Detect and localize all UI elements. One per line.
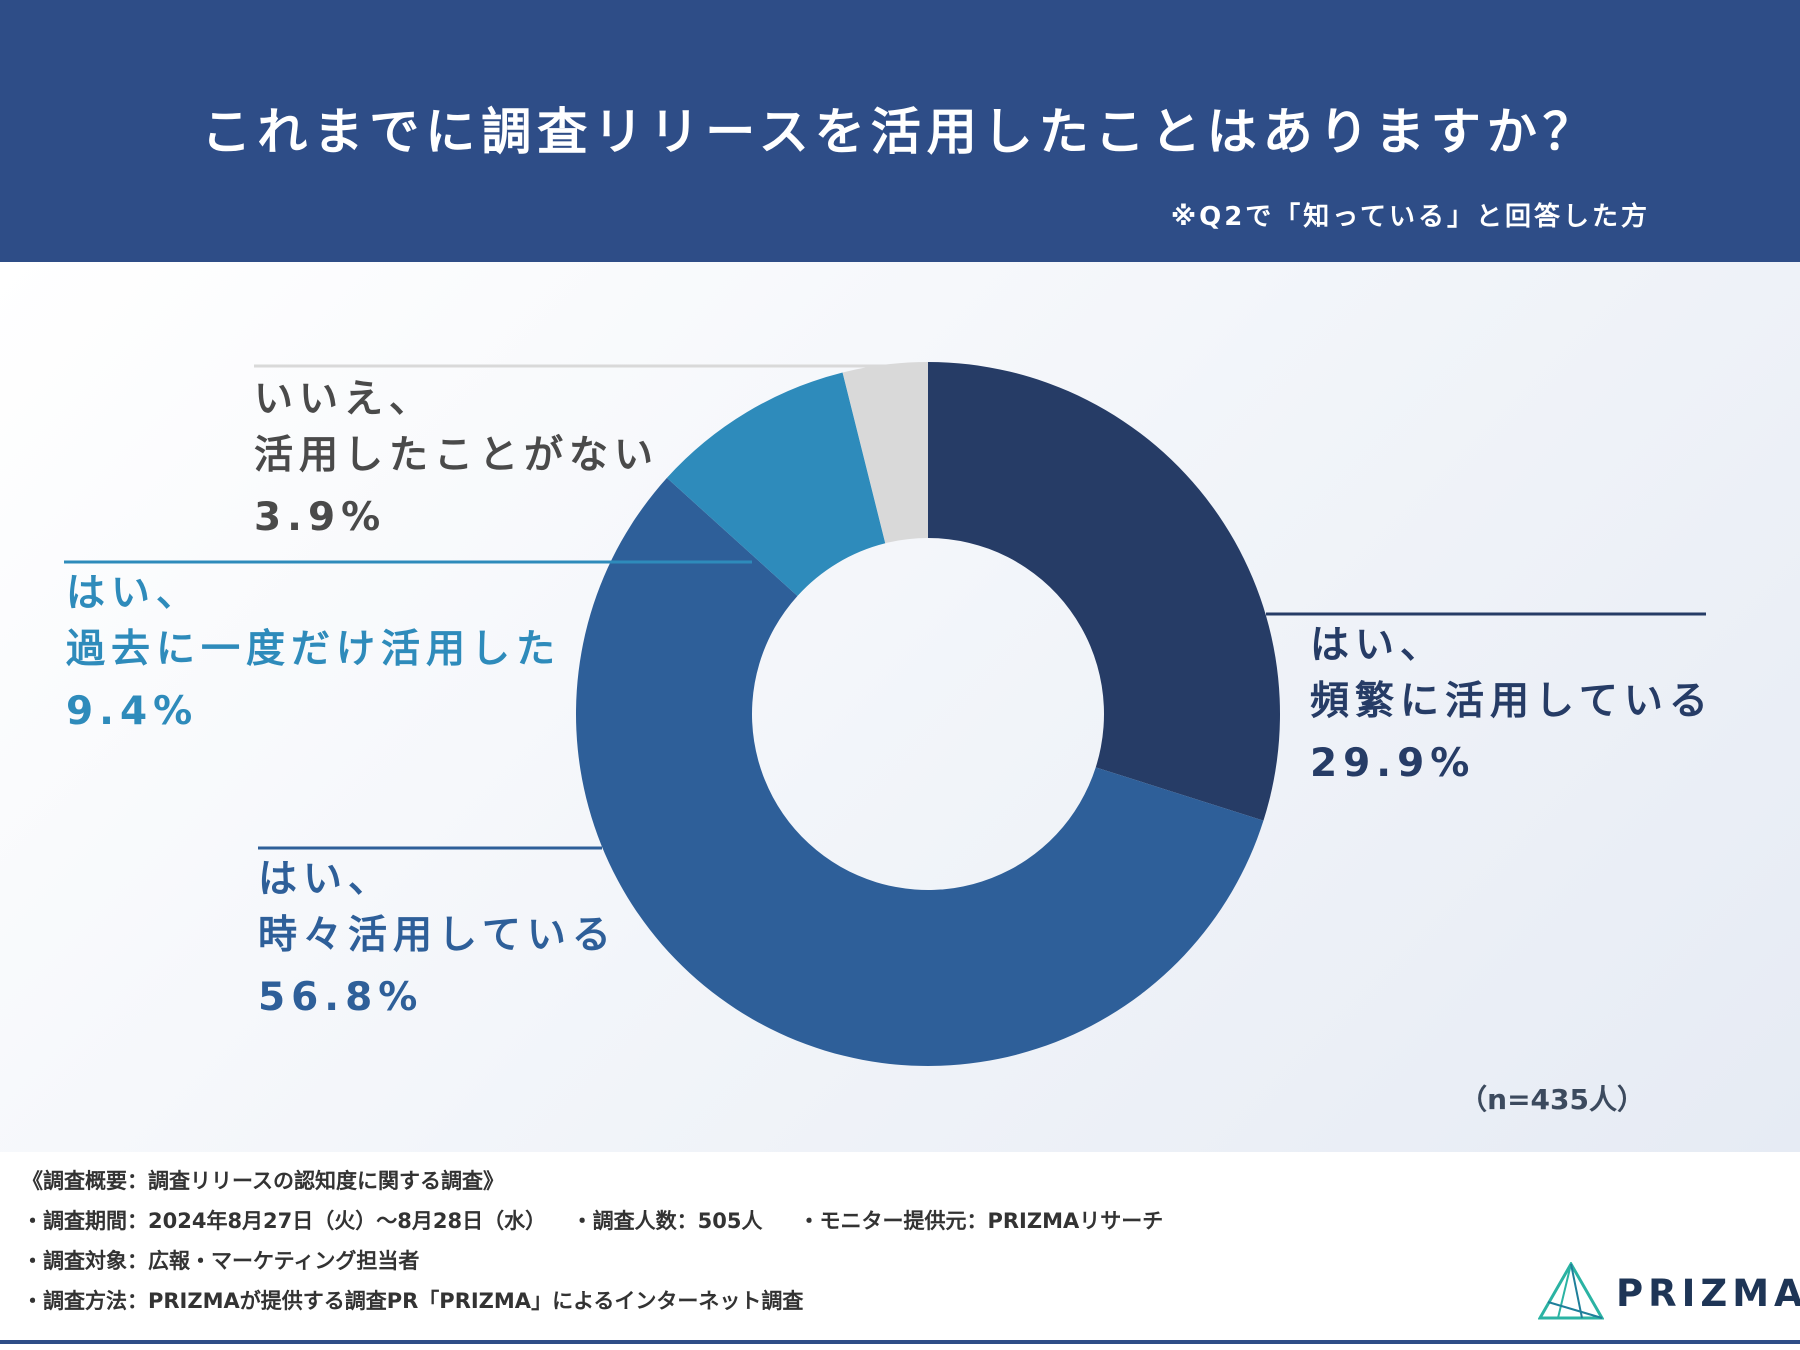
label-once: はい、 過去に一度だけ活用した 9.4%: [66, 566, 561, 740]
chart-subtitle: ※Q2で「知っている」と回答した方: [1170, 202, 1650, 232]
survey-method: ・調査方法：PRIZMAが提供する調査PR「PRIZMA」によるインターネット調…: [22, 1289, 804, 1313]
survey-target: ・調査対象：広報・マーケティング担当者: [22, 1249, 420, 1273]
label-never-line1: いいえ、: [254, 377, 435, 422]
slice-frequent: [928, 362, 1280, 821]
prizma-logo-text: PRIZMA: [1616, 1272, 1800, 1315]
label-sometimes: はい、 時々活用している 56.8%: [258, 852, 617, 1026]
label-sometimes-line2: 時々活用している: [258, 913, 617, 958]
slice-once: [666, 372, 886, 596]
survey-provider: ・モニター提供元：PRIZMAリサーチ: [798, 1209, 1164, 1233]
survey-period: ・調査期間：2024年8月27日（火）〜8月28日（水）: [22, 1209, 536, 1233]
footer-divider: [0, 1340, 1800, 1344]
label-frequent-percent: 29.9%: [1310, 741, 1476, 786]
label-frequent-line1: はい、: [1310, 623, 1446, 668]
label-never: いいえ、 活用したことがない 3.9%: [254, 372, 659, 546]
header-banner: これまでに調査リリースを活用したことはありますか？ ※Q2で「知っている」と回答…: [0, 0, 1800, 262]
label-once-line2: 過去に一度だけ活用した: [66, 627, 562, 672]
survey-overview: 《調査概要：調査リリースの認知度に関する調査》: [22, 1169, 504, 1193]
chart-title: これまでに調査リリースを活用したことはありますか？: [201, 103, 1599, 161]
survey-details-row: ・調査期間：2024年8月27日（火）〜8月28日（水） ・調査人数：505人 ・モ…: [22, 1206, 1163, 1236]
prizma-logo-icon: [1538, 1262, 1604, 1320]
survey-count: ・調査人数：505人: [571, 1209, 763, 1233]
slice-never: [842, 362, 928, 544]
label-once-line1: はい、: [66, 571, 202, 616]
slice-sometimes: [575, 477, 1264, 1067]
sample-size-note: （n=435人）: [1459, 1083, 1645, 1116]
leader-lines: [64, 364, 1706, 850]
label-frequent-line2: 頻繁に活用している: [1310, 679, 1714, 724]
label-sometimes-line1: はい、: [258, 857, 394, 902]
label-sometimes-percent: 56.8%: [258, 975, 424, 1020]
donut-slices: [575, 362, 1280, 1067]
donut-chart: [64, 362, 1706, 1067]
label-never-line2: 活用したことがない: [254, 433, 660, 478]
label-frequent: はい、 頻繁に活用している 29.9%: [1310, 618, 1714, 792]
label-once-percent: 9.4%: [66, 689, 199, 734]
footer: 《調査概要：調査リリースの認知度に関する調査》 ・調査期間：2024年8月27日…: [0, 1152, 1800, 1350]
label-never-percent: 3.9%: [254, 495, 387, 540]
